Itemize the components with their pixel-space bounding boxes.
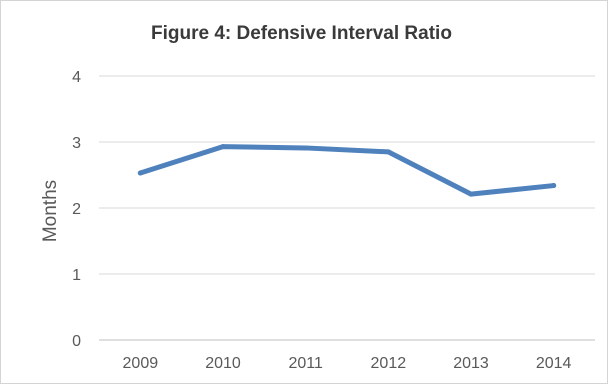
y-tick-label: 3 xyxy=(72,135,81,152)
x-tick-label: 2012 xyxy=(371,355,407,372)
y-tick-label: 1 xyxy=(72,267,81,284)
y-tick-label: 2 xyxy=(72,201,81,218)
data-point-2011 xyxy=(303,145,309,151)
gridlines xyxy=(99,75,595,341)
x-tick-label: 2009 xyxy=(123,355,159,372)
data-point-2012 xyxy=(385,149,391,155)
data-point-2010 xyxy=(220,144,226,150)
data-point-2013 xyxy=(468,191,474,197)
chart-title: Figure 4: Defensive Interval Ratio xyxy=(151,23,452,44)
data-point-2014 xyxy=(551,183,557,189)
y-tick-label: 4 xyxy=(72,69,81,86)
data-point-2009 xyxy=(137,170,143,176)
x-tick-label: 2011 xyxy=(288,355,323,372)
series-group xyxy=(137,144,557,197)
y-tick-label: 0 xyxy=(72,333,81,350)
x-tick-label: 2014 xyxy=(536,355,572,372)
x-tick-label: 2010 xyxy=(205,355,241,372)
x-tick-labels: 2009 2010 2011 2012 2013 2014 xyxy=(123,355,572,372)
series-line xyxy=(137,144,557,197)
x-tick-label: 2013 xyxy=(453,355,489,372)
y-tick-labels: 0 1 2 3 4 xyxy=(72,69,81,350)
